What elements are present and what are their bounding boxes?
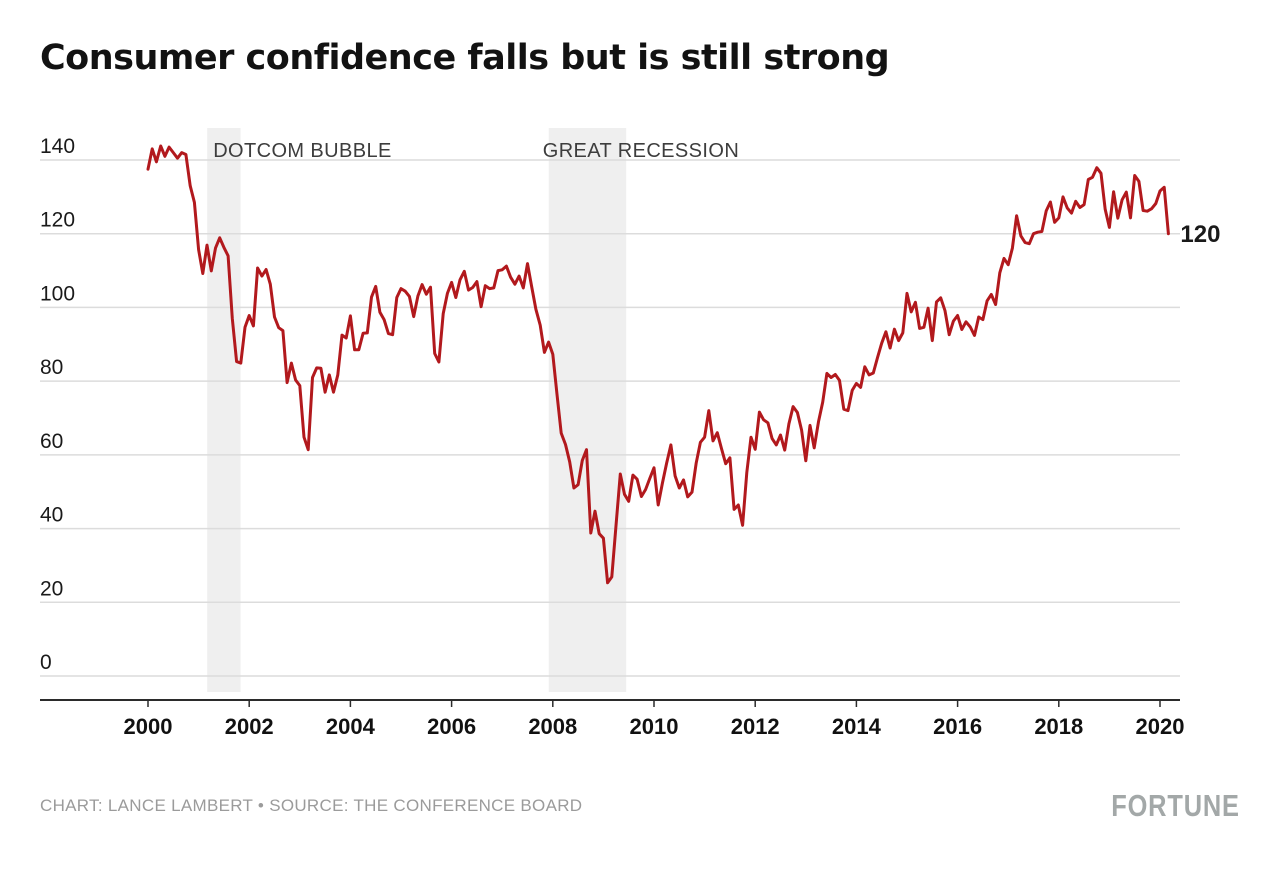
y-tick-label: 140 — [40, 135, 75, 158]
confidence-line-group — [146, 144, 1170, 585]
x-tick-label: 2004 — [326, 714, 376, 739]
y-tick-label: 0 — [40, 651, 52, 674]
chart-title: Consumer confidence falls but is still s… — [40, 38, 890, 78]
y-tick-label: 100 — [40, 282, 75, 305]
fortune-logo: FORTUNE — [1111, 788, 1240, 823]
x-tick-label: 2008 — [528, 714, 577, 739]
y-tick-label: 120 — [40, 209, 75, 232]
recession-band — [207, 128, 241, 692]
x-tick-label: 2016 — [933, 714, 982, 739]
x-tick-label: 2014 — [832, 714, 882, 739]
x-tick-label: 2000 — [124, 714, 173, 739]
recession-bands — [207, 128, 627, 692]
y-tick-label: 60 — [40, 430, 63, 453]
x-tick-label: 2010 — [630, 714, 679, 739]
recession-band — [548, 128, 627, 692]
series-end-value-label: 120 — [1180, 220, 1221, 248]
y-tick-label: 20 — [40, 577, 63, 600]
x-axis: 2000 2002 2004 2006 2008 2010 2012 2014 2016 2018… — [40, 699, 1185, 739]
y-gridlines: 0 20 40 60 80 100 120 140 — [40, 135, 1180, 677]
x-tick-label: 2002 — [225, 714, 274, 739]
x-tick-label: 2012 — [731, 714, 780, 739]
y-tick-label: 80 — [40, 356, 63, 379]
confidence-line — [146, 144, 1170, 585]
x-tick-label: 2020 — [1136, 714, 1185, 739]
annotation-dotcom-bubble: DOTCOM BUBBLE — [213, 140, 392, 162]
x-tick-label: 2018 — [1034, 714, 1083, 739]
y-tick-label: 40 — [40, 504, 63, 527]
annotation-great-recession: GREAT RECESSION — [542, 140, 740, 162]
x-tick-label: 2006 — [427, 714, 476, 739]
chart-credit: CHART: LANCE LAMBERT • SOURCE: THE CONFE… — [40, 796, 583, 815]
